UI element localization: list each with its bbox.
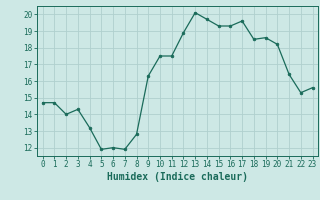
X-axis label: Humidex (Indice chaleur): Humidex (Indice chaleur)	[107, 172, 248, 182]
